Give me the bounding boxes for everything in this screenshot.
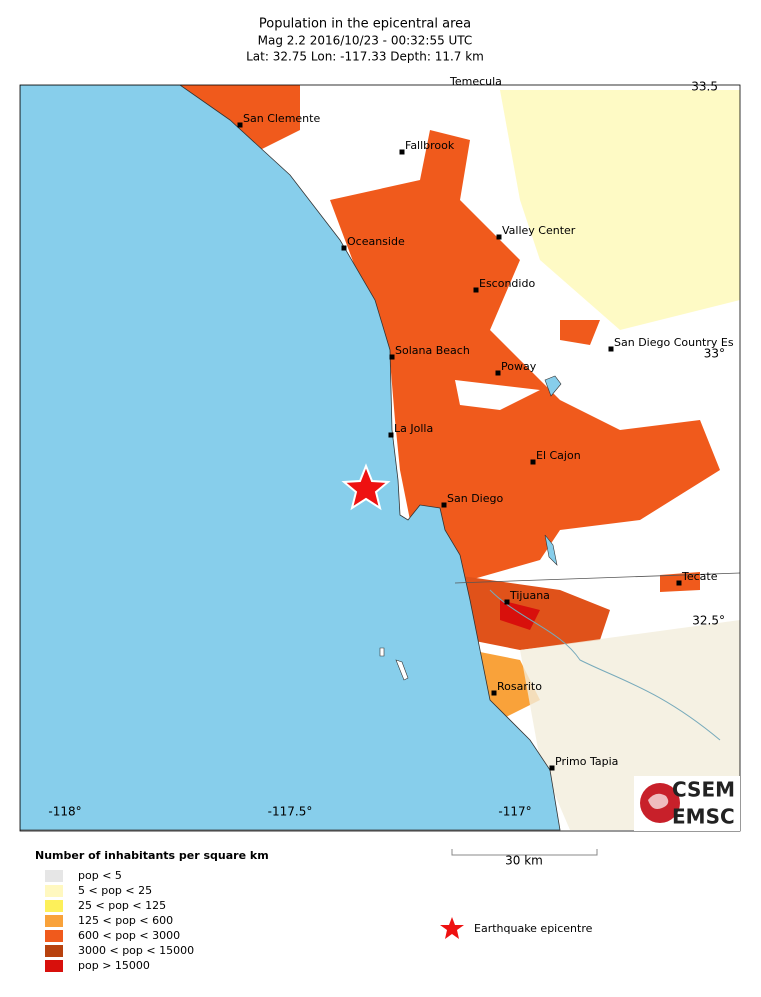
city-marker (341, 245, 347, 251)
logo: CSEM EMSC (634, 776, 740, 831)
lon-label: -117° (498, 805, 531, 819)
city-label: Solana Beach (395, 344, 470, 357)
city-label: Tijuana (509, 589, 550, 602)
legend-swatch (45, 915, 63, 927)
epicentre-label: Earthquake epicentre (474, 922, 593, 935)
city-label: Tecate (681, 570, 718, 583)
city-marker (473, 287, 479, 293)
city-label: El Cajon (536, 449, 581, 462)
legend-swatch (45, 870, 63, 882)
logo-text: CSEM (672, 778, 735, 802)
city-label: Rosarito (497, 680, 542, 693)
legend-swatch (45, 900, 63, 912)
title: Population in the epicentral area (259, 17, 471, 32)
legend-label: 5 < pop < 25 (78, 884, 152, 897)
city-marker (399, 149, 405, 155)
subtitle: Lat: 32.75 Lon: -117.33 Depth: 11.7 km (246, 50, 484, 64)
city-label: Poway (501, 360, 537, 373)
lat-label: 33° (704, 347, 725, 361)
city-label: Escondido (479, 277, 535, 290)
city-marker (549, 765, 555, 771)
city-marker (530, 459, 536, 465)
city-marker (237, 122, 243, 128)
city-marker (496, 234, 502, 240)
city-label: Temecula (449, 75, 502, 88)
legend-title: Number of inhabitants per square km (35, 849, 269, 862)
city-label: Oceanside (347, 235, 405, 248)
city-marker (388, 432, 394, 438)
city-label: San Diego (447, 492, 503, 505)
scale-bar (451, 849, 598, 856)
subtitle: Mag 2.2 2016/10/23 - 00:32:55 UTC (258, 34, 473, 48)
legend-label: 600 < pop < 3000 (78, 929, 180, 942)
legend-label: 25 < pop < 125 (78, 899, 166, 912)
city-label: San Diego Country Es (614, 336, 734, 349)
city-label: La Jolla (394, 422, 433, 435)
city-marker (608, 346, 614, 352)
logo-text: EMSC (672, 805, 735, 829)
map-frame (19, 84, 741, 832)
city-marker (676, 580, 682, 586)
city-marker (389, 354, 395, 360)
city-label: San Clemente (243, 112, 320, 125)
lat-label: 33.5 (691, 80, 718, 94)
city-marker (495, 370, 501, 376)
city-marker (504, 599, 510, 605)
lon-label: -117.5° (268, 805, 313, 819)
legend-swatch (45, 885, 63, 897)
legend-label: 3000 < pop < 15000 (78, 944, 194, 957)
legend-swatch (45, 930, 63, 942)
lat-label: 32.5° (692, 614, 725, 628)
epicentre-star (341, 463, 391, 511)
city-label: Primo Tapia (555, 755, 618, 768)
legend-label: pop < 5 (78, 869, 122, 882)
legend-star (440, 917, 464, 939)
legend-label: pop > 15000 (78, 959, 150, 972)
lon-label: -118° (48, 805, 81, 819)
city-label: Valley Center (502, 224, 576, 237)
city-marker (491, 690, 497, 696)
city-label: Fallbrook (405, 139, 455, 152)
scale-label: 30 km (505, 854, 543, 868)
map (20, 85, 740, 831)
legend-label: 125 < pop < 600 (78, 914, 173, 927)
legend-swatch (45, 960, 63, 972)
legend-swatch (45, 945, 63, 957)
city-marker (441, 502, 447, 508)
